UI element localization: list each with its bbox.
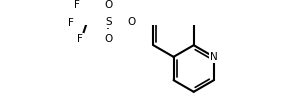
Text: O: O <box>104 0 112 10</box>
Text: S: S <box>105 17 112 27</box>
Text: N: N <box>210 52 218 62</box>
Text: F: F <box>74 0 80 10</box>
Text: O: O <box>128 17 136 27</box>
Text: F: F <box>68 18 74 28</box>
Text: F: F <box>77 34 83 44</box>
Text: O: O <box>104 34 112 44</box>
